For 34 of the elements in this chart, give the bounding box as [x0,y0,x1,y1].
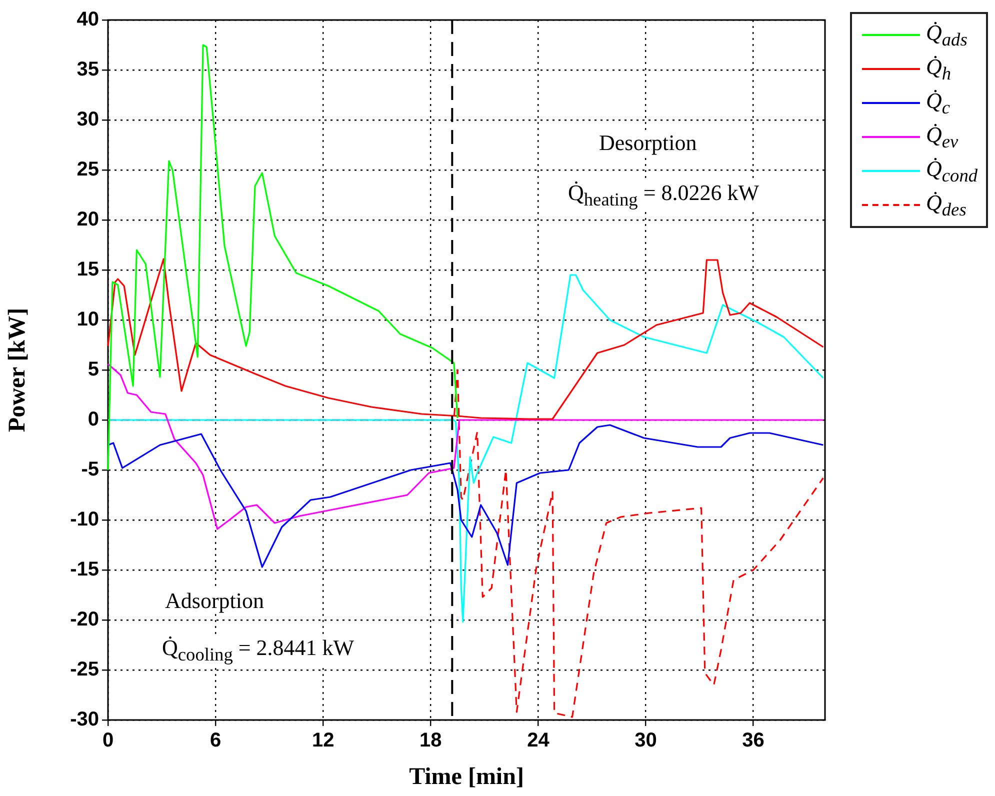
y-tick-label: 35 [76,58,99,81]
x-tick-label: 12 [312,730,334,752]
x-tick-label: 6 [210,730,222,752]
x-tick-label: 30 [634,730,657,752]
y-tick-label: 15 [76,258,99,281]
annotation: Q̇$_{heating}$ = 8.0226 kW [566,180,762,210]
x-tick-label: 24 [527,730,550,752]
y-tick-label: 25 [76,158,99,181]
legend-label: Q̇$_{c}$ [926,88,950,118]
y-tick-label: -15 [70,558,99,581]
legend-label: Q̇$_{cond}$ [926,156,978,186]
y-tick-label: -30 [70,708,99,731]
legend-label: Q̇$_{ads}$ [926,20,968,50]
y-tick-label: -5 [81,458,99,481]
legend-label: Q̇$_{h}$ [926,54,952,84]
y-tick-label: 10 [76,308,99,331]
y-tick-label: -20 [70,608,99,631]
y-tick-label: 5 [88,358,99,381]
y-tick-label: 20 [76,208,99,231]
y-tick-label: 40 [76,8,99,31]
y-tick-label: -25 [70,658,99,681]
annotation: Q̇$_{cooling}$ = 2.8441 kW [160,635,356,666]
legend-label: Q̇$_{ev}$ [926,122,958,152]
x-axis-title: Time [min] [409,764,524,790]
x-tick-label: 18 [420,730,442,752]
x-tick-label: 36 [742,730,764,752]
legend-label: Q̇$_{des}$ [926,190,966,220]
annotation: Desorption [597,130,699,156]
y-tick-label: -10 [70,508,99,531]
x-tick-label: 0 [102,730,114,752]
y-tick-label: 0 [88,408,99,431]
annotation: Adsorption [163,588,266,614]
y-axis-title: Power [kW] [4,308,31,432]
y-tick-label: 30 [76,108,99,131]
